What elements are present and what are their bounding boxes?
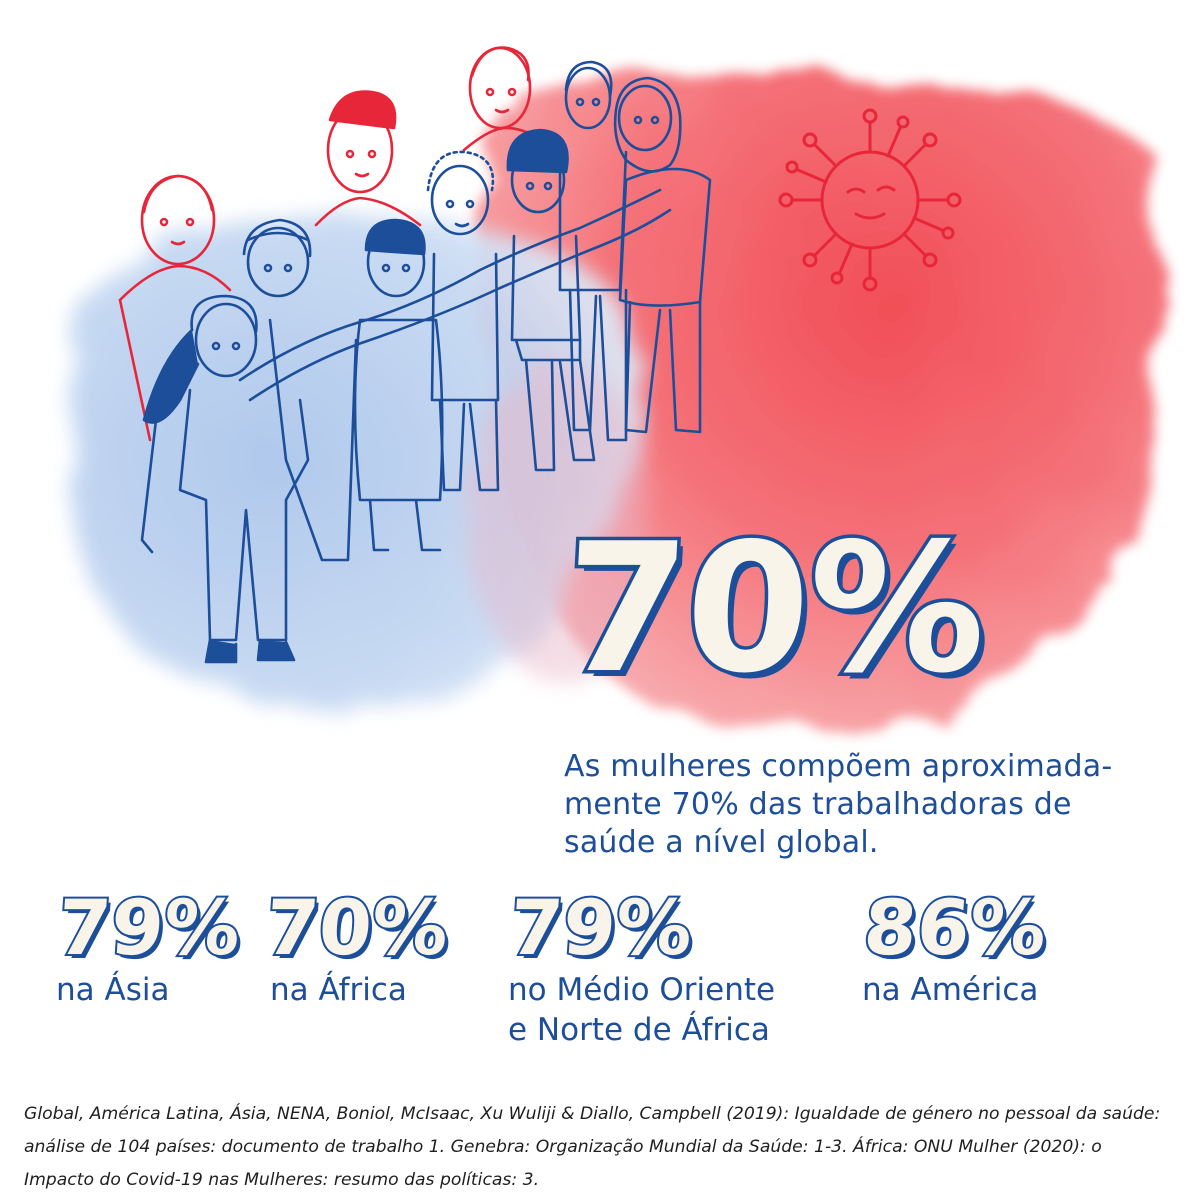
source-citation: Global, América Latina, Ásia, NENA, Boni… (24, 1104, 1161, 1190)
coral-watercolor-wash (476, 69, 1162, 732)
blue-figure-dark-hair (506, 128, 596, 472)
stat-america: 86% na América (859, 881, 1200, 1070)
blue-figure-curly (426, 150, 500, 492)
stat-middle-east: 79% no Médio Oriente e Norte de África (505, 881, 848, 1070)
red-figure-right (462, 46, 556, 152)
blue-figure-hijab (613, 76, 712, 434)
stat-label: na África (270, 972, 407, 1008)
blue-figure-front (140, 294, 310, 664)
red-figure-middle (314, 90, 422, 227)
virus-icon (778, 108, 962, 292)
regional-stats: 79% na Ásia 70% na África 79% no Médio O… (0, 881, 1200, 1070)
stat-africa: 70% na África (261, 881, 604, 1070)
hero-value: 70% (555, 502, 993, 716)
linked-arms (238, 188, 662, 382)
blend-wash (470, 360, 650, 680)
stat-value: 79% (53, 881, 245, 974)
group-of-health-workers-illustration (118, 46, 712, 664)
stat-value: 79% (505, 881, 697, 974)
hero-description: As mulheres compõem aproximada- mente 70… (564, 749, 1113, 860)
stat-value: 86% (859, 881, 1051, 974)
blue-figure-headband (242, 218, 358, 562)
stat-label: na Ásia (56, 972, 170, 1008)
stat-value: 70% (261, 881, 453, 974)
blue-figure-center (353, 218, 444, 552)
stat-label: no Médio Oriente e Norte de África (508, 972, 776, 1048)
stat-asia: 79% na Ásia (53, 881, 396, 1070)
stat-label: na América (862, 972, 1039, 1008)
hero-stat: 70% As mulheres compõem aproximada- ment… (555, 502, 1184, 880)
